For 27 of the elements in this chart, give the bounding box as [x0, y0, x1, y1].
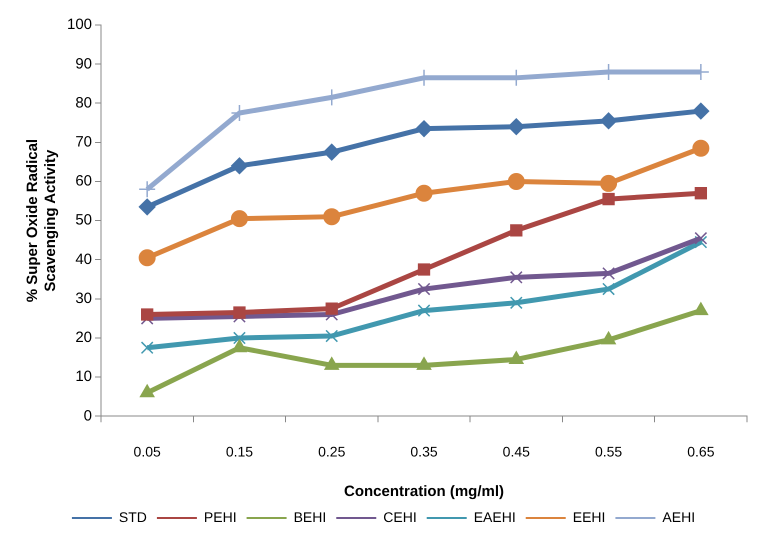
y-tick-label: 0: [84, 407, 92, 424]
x-tick-label: 0.15: [226, 443, 254, 460]
y-axis-title: % Super Oxide Radical Scavenging Activity: [24, 138, 60, 302]
x-tick-label: 0.55: [594, 443, 622, 460]
x-tick-label: 0.05: [134, 443, 162, 460]
y-tick-label: 50: [75, 212, 92, 229]
y-tick-label: 40: [75, 250, 92, 268]
y-tick-label: 10: [75, 368, 92, 386]
legend-label: EAEHI: [474, 508, 516, 525]
x-tick-label: 0.35: [410, 443, 438, 460]
y-tick-label: 100: [66, 16, 92, 34]
x-tick-label: 0.45: [502, 443, 530, 460]
y-tick-label: 60: [75, 172, 92, 190]
y-tick-label: 90: [75, 55, 92, 72]
x-tick-label: 0.65: [687, 443, 715, 460]
legend-label: AEHI: [662, 508, 696, 525]
legend-label: PEHI: [204, 508, 237, 525]
legend-label: STD: [118, 508, 147, 525]
y-tick-label: 30: [75, 290, 92, 307]
x-axis-title: Concentration (mg/ml): [344, 483, 504, 500]
legend-label: EEHI: [572, 508, 606, 525]
legend-label: BEHI: [294, 508, 326, 525]
x-tick-label: 0.25: [318, 443, 346, 460]
y-tick-label: 80: [75, 94, 92, 112]
y-tick-label: 20: [75, 329, 92, 346]
legend-label: CEHI: [383, 508, 417, 525]
y-tick-label: 70: [75, 134, 92, 150]
